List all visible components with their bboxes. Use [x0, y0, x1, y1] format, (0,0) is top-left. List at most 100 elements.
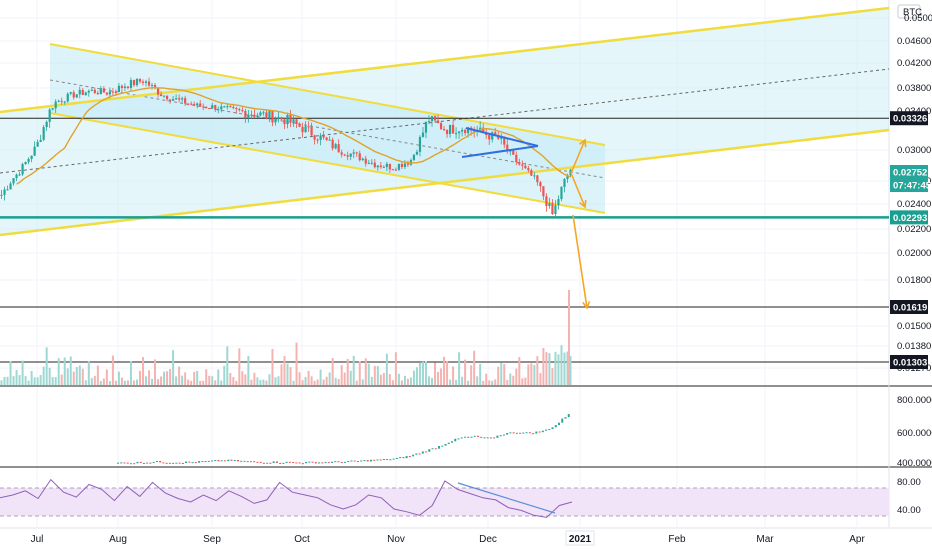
candle-body [256, 115, 259, 117]
volume-bar [415, 367, 418, 385]
time-axis[interactable]: Jul Aug Sep Oct Nov Dec 2021 Feb Mar Apr [31, 530, 866, 546]
volume-bar [421, 361, 424, 385]
obv-candle [515, 432, 518, 434]
volume-bar [536, 356, 539, 385]
obv-candle [567, 414, 570, 418]
obv-candle [279, 462, 282, 464]
ascending-channel-top [0, 6, 890, 114]
volume-bar [491, 380, 494, 385]
volume-bar [509, 373, 512, 385]
candle-body [226, 106, 229, 108]
candle-body [542, 186, 545, 197]
volume-bar [397, 373, 400, 385]
candle-body [325, 137, 328, 140]
obv-candle [395, 457, 398, 459]
volume-bar [120, 377, 123, 385]
candle-body [217, 109, 220, 111]
candle-body [289, 114, 292, 123]
candle-body [111, 91, 114, 93]
obv-candle [434, 448, 437, 450]
volume-bar [512, 375, 515, 385]
volume-bar [548, 353, 551, 385]
obv-candle [512, 432, 515, 434]
obv-candle [198, 461, 201, 463]
candle-body [96, 92, 99, 95]
price-tick-label: 0.01500 [897, 321, 931, 332]
volume-bar [57, 358, 60, 385]
candle-body [464, 129, 467, 134]
time-tick-label: Dec [479, 534, 497, 545]
candle-body [352, 152, 355, 154]
price-tick-label: 0.01380 [897, 341, 931, 352]
obv-candle [545, 429, 548, 431]
obv-candle [269, 462, 272, 464]
volume-bar [361, 379, 364, 385]
obv-candle [373, 459, 376, 461]
candle-body [433, 116, 437, 121]
candle-body [57, 100, 60, 102]
candle-body [427, 121, 431, 123]
candle-body [442, 129, 446, 131]
volume-bar [96, 365, 99, 385]
projection-arrow-down-short-head [579, 199, 587, 209]
volume-bar [373, 365, 376, 385]
volume-bar [202, 380, 205, 385]
volume-bar [211, 376, 214, 385]
volume-bar [286, 363, 289, 385]
obv-candle [509, 432, 512, 434]
candle-body [196, 103, 199, 106]
obv-candle [366, 460, 369, 462]
volume-bar [560, 345, 563, 385]
candle-body [379, 165, 382, 168]
trend-channels[interactable] [0, 6, 890, 363]
price-badge-box [890, 111, 928, 126]
candle-body [274, 119, 277, 123]
volume-bar [455, 379, 458, 385]
price-badge-box [890, 178, 928, 192]
obv-candle [392, 458, 395, 460]
volume-bar [111, 355, 114, 385]
obv-candle [262, 462, 265, 464]
candle-body [283, 119, 286, 125]
candle-body [406, 163, 410, 165]
candle-body [388, 163, 391, 170]
candle-body [334, 144, 337, 149]
candle-body [497, 135, 500, 139]
candle-body [539, 182, 542, 187]
volume-bar [346, 358, 349, 385]
volume-bar [160, 376, 163, 385]
volume-bar [60, 374, 63, 385]
price-badge-text: 0.03326 [893, 114, 927, 125]
volume-bar [364, 358, 367, 385]
candle-body [337, 144, 340, 153]
candle-body [153, 85, 157, 89]
volume-bar [3, 376, 6, 385]
volume-bar [322, 379, 325, 385]
obv-tick-label: 400.00000 [897, 458, 932, 469]
projection-arrow-up-head [579, 138, 587, 148]
time-tick-label: Jul [31, 534, 44, 545]
price-axis[interactable]: 800.00000 600.00000 400.00000 80.00 40.00 BTC… [897, 4, 932, 516]
volume-bar [376, 366, 379, 385]
candle-body [54, 101, 57, 109]
obv-candle [489, 437, 492, 439]
obv-candle [136, 461, 139, 464]
obv-candle [376, 459, 379, 461]
candle-body [349, 153, 352, 157]
candle-body [220, 106, 223, 110]
volume-bar [18, 375, 21, 385]
candle-body [436, 120, 440, 124]
candle-body [144, 81, 148, 83]
annotations[interactable] [16, 86, 591, 310]
candle-body [60, 100, 63, 102]
candle-body [521, 164, 524, 166]
candle-body [87, 90, 90, 93]
candle-body [84, 92, 87, 95]
obv-candle [126, 462, 129, 464]
obv-candle [476, 435, 479, 437]
descending-channel-bottom [49, 112, 606, 214]
volume-bar [301, 380, 304, 385]
time-tick-label: Apr [849, 534, 865, 545]
price-badges: 0.03326 0.02752 07:47:45 0.02293 0.01619 0.01… [890, 111, 932, 369]
